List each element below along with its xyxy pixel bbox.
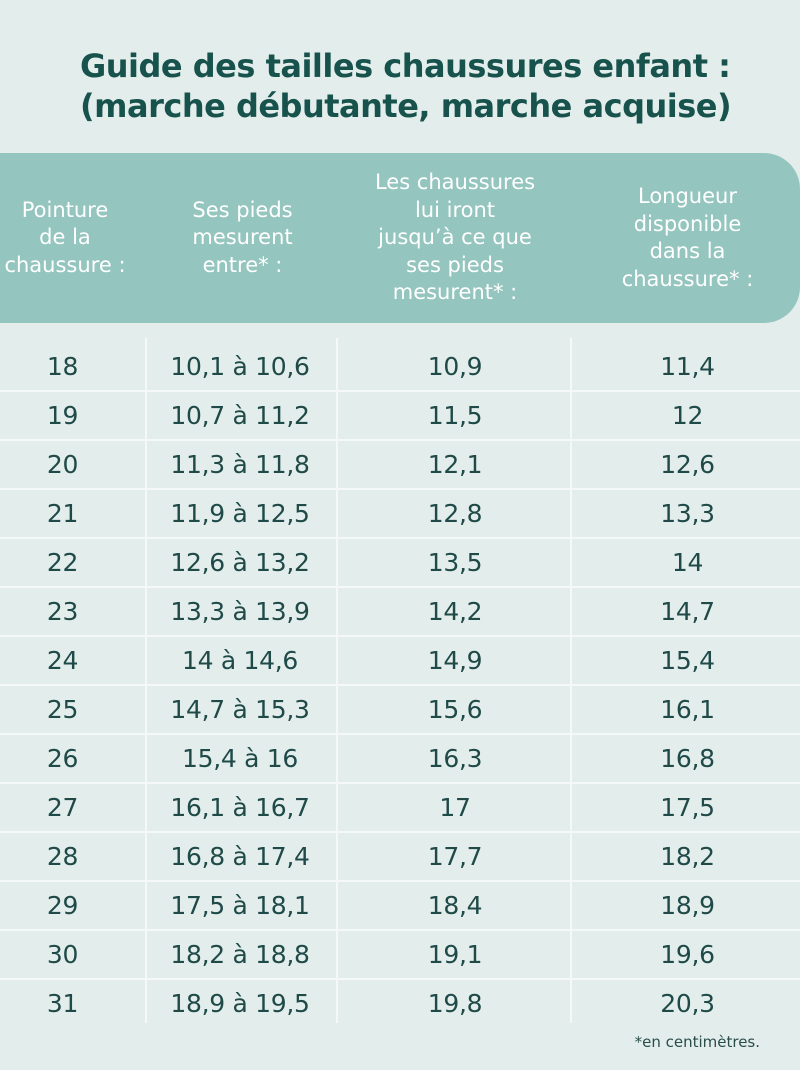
cell-longueur-disponible: 14,7	[660, 597, 715, 626]
cell-longueur-disponible: 14	[671, 548, 704, 577]
cell-pointure: 21	[46, 499, 79, 528]
cell-pointure: 23	[46, 597, 79, 626]
table-row: 27 16,1 à 16,7 17 17,5	[0, 784, 800, 833]
cell-iront-jusqua: 17,7	[427, 842, 483, 871]
cell-iront-jusqua: 10,9	[427, 352, 483, 381]
column-divider	[145, 338, 147, 1023]
cell-pieds-mesurent: 14,7 à 15,3	[170, 695, 310, 724]
cell-iront-jusqua: 12,1	[427, 450, 483, 479]
cell-iront-jusqua: 12,8	[427, 499, 483, 528]
cell-pointure: 27	[46, 793, 79, 822]
cell-pieds-mesurent: 14 à 14,6	[182, 646, 298, 675]
table-row: 28 16,8 à 17,4 17,7 18,2	[0, 833, 800, 882]
cell-pieds-mesurent: 17,5 à 18,1	[170, 891, 310, 920]
cell-pieds-mesurent: 11,9 à 12,5	[170, 499, 310, 528]
cell-longueur-disponible: 18,9	[660, 891, 715, 920]
cell-pointure: 31	[46, 989, 79, 1018]
cell-pointure: 22	[46, 548, 79, 577]
table-row: 23 13,3 à 13,9 14,2 14,7	[0, 588, 800, 637]
cell-longueur-disponible: 16,8	[660, 744, 715, 773]
title-line-1: Guide des tailles chaussures enfant :	[80, 47, 731, 85]
cell-iront-jusqua: 18,4	[427, 891, 483, 920]
table-row: 31 18,9 à 19,5 19,8 20,3	[0, 980, 800, 1027]
footnote: *en centimètres.	[634, 1033, 760, 1051]
header-iront-jusqua: Les chaussures lui iront jusqu’à ce que …	[374, 170, 536, 305]
header-longueur-disponible: Longueur disponible dans la chaussure* :	[621, 184, 754, 291]
table-row: 21 11,9 à 12,5 12,8 13,3	[0, 490, 800, 539]
header-pointure: Pointure de la chaussure :	[4, 197, 126, 277]
cell-iront-jusqua: 15,6	[427, 695, 483, 724]
cell-longueur-disponible: 17,5	[660, 793, 715, 822]
table-row: 25 14,7 à 15,3 15,6 16,1	[0, 686, 800, 735]
table-row: 18 10,1 à 10,6 10,9 11,4	[0, 343, 800, 392]
table-header-band	[0, 153, 800, 323]
page-title: Guide des tailles chaussures enfant : (m…	[80, 46, 780, 126]
cell-longueur-disponible: 19,6	[660, 940, 715, 969]
column-divider	[570, 338, 572, 1023]
column-divider	[336, 338, 338, 1023]
cell-pieds-mesurent: 10,1 à 10,6	[170, 352, 310, 381]
cell-pointure: 25	[46, 695, 79, 724]
size-table: 18 10,1 à 10,6 10,9 11,4 19 10,7 à 11,2 11,5 12…	[0, 343, 800, 1027]
table-row: 20 11,3 à 11,8 12,1 12,6	[0, 441, 800, 490]
cell-longueur-disponible: 13,3	[660, 499, 715, 528]
cell-pieds-mesurent: 12,6 à 13,2	[170, 548, 310, 577]
cell-pieds-mesurent: 15,4 à 16	[182, 744, 298, 773]
cell-pieds-mesurent: 13,3 à 13,9	[170, 597, 310, 626]
cell-pointure: 26	[46, 744, 79, 773]
cell-iront-jusqua: 14,2	[427, 597, 483, 626]
cell-pieds-mesurent: 11,3 à 11,8	[170, 450, 310, 479]
cell-longueur-disponible: 12,6	[660, 450, 715, 479]
table-row: 19 10,7 à 11,2 11,5 12	[0, 392, 800, 441]
cell-pointure: 24	[46, 646, 79, 675]
header-pieds-mesurent: Ses pieds mesurent entre* :	[192, 197, 293, 277]
cell-pointure: 19	[46, 401, 79, 430]
table-row: 29 17,5 à 18,1 18,4 18,9	[0, 882, 800, 931]
cell-pieds-mesurent: 16,1 à 16,7	[170, 793, 310, 822]
cell-iront-jusqua: 14,9	[427, 646, 483, 675]
table-row: 26 15,4 à 16 16,3 16,8	[0, 735, 800, 784]
cell-longueur-disponible: 11,4	[660, 352, 715, 381]
cell-iront-jusqua: 11,5	[427, 401, 483, 430]
cell-longueur-disponible: 18,2	[660, 842, 715, 871]
cell-pointure: 30	[46, 940, 79, 969]
table-row: 22 12,6 à 13,2 13,5 14	[0, 539, 800, 588]
cell-pointure: 20	[46, 450, 79, 479]
cell-pieds-mesurent: 16,8 à 17,4	[170, 842, 310, 871]
cell-iront-jusqua: 19,8	[427, 989, 483, 1018]
cell-pieds-mesurent: 10,7 à 11,2	[170, 401, 310, 430]
cell-longueur-disponible: 15,4	[660, 646, 715, 675]
cell-pointure: 18	[46, 352, 79, 381]
cell-longueur-disponible: 20,3	[660, 989, 715, 1018]
cell-iront-jusqua: 19,1	[427, 940, 483, 969]
cell-pointure: 29	[46, 891, 79, 920]
cell-longueur-disponible: 16,1	[660, 695, 715, 724]
cell-iront-jusqua: 17	[439, 793, 471, 822]
table-row: 24 14 à 14,6 14,9 15,4	[0, 637, 800, 686]
cell-iront-jusqua: 13,5	[427, 548, 483, 577]
cell-longueur-disponible: 12	[671, 401, 704, 430]
cell-iront-jusqua: 16,3	[427, 744, 483, 773]
cell-pieds-mesurent: 18,2 à 18,8	[170, 940, 310, 969]
title-line-2: (marche débutante, marche acquise)	[80, 87, 732, 125]
cell-pointure: 28	[46, 842, 79, 871]
cell-pieds-mesurent: 18,9 à 19,5	[170, 989, 310, 1018]
table-row: 30 18,2 à 18,8 19,1 19,6	[0, 931, 800, 980]
